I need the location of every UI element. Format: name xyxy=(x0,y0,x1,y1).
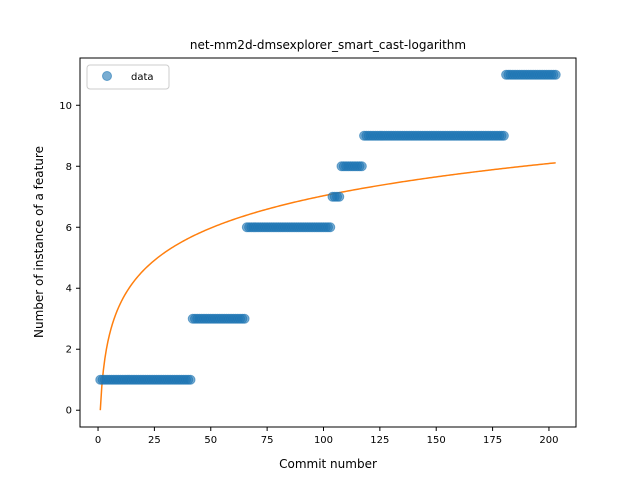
data-points-layer xyxy=(95,69,561,385)
y-ticks: 0 2 4 6 8 10 xyxy=(59,101,80,417)
data-point xyxy=(498,130,509,141)
x-tick-label: 0 xyxy=(95,435,101,446)
x-axis-label: Commit number xyxy=(279,457,377,471)
x-tick-label: 75 xyxy=(261,435,274,446)
x-tick-label: 50 xyxy=(204,435,217,446)
legend: data xyxy=(86,64,170,90)
y-axis-label: Number of instance of a feature xyxy=(32,146,46,338)
data-point xyxy=(185,374,196,385)
legend-box xyxy=(86,64,170,90)
plot-area xyxy=(80,58,576,427)
chart-title: net-mm2d-dmsexplorer_smart_cast-logarith… xyxy=(190,38,466,52)
data-point xyxy=(334,191,345,202)
x-tick-label: 200 xyxy=(539,435,558,446)
x-tick-label: 150 xyxy=(427,435,446,446)
x-ticks: 0 25 50 75 100 125 150 175 200 xyxy=(95,427,558,446)
y-tick-label: 0 xyxy=(66,406,72,417)
data-point xyxy=(325,222,336,233)
y-tick-label: 2 xyxy=(66,345,72,356)
y-tick-label: 6 xyxy=(66,223,72,234)
x-tick-label: 25 xyxy=(148,435,161,446)
data-point xyxy=(239,313,250,324)
y-tick-label: 4 xyxy=(66,284,72,295)
x-tick-label: 125 xyxy=(370,435,389,446)
legend-label-data: data xyxy=(131,72,154,83)
data-point xyxy=(550,69,561,80)
data-point xyxy=(356,161,367,172)
y-tick-label: 10 xyxy=(59,101,72,112)
axes-frame xyxy=(79,57,577,428)
y-tick-label: 8 xyxy=(66,162,72,173)
x-tick-label: 100 xyxy=(314,435,333,446)
x-tick-label: 175 xyxy=(483,435,502,446)
legend-marker-data xyxy=(102,71,112,81)
